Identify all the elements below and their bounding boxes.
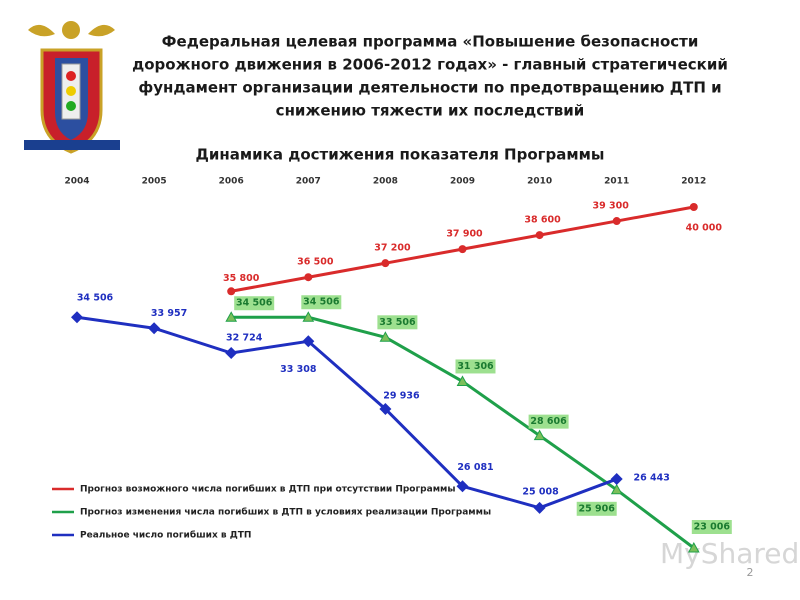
year-label: 2008 <box>373 177 398 187</box>
value-label: 33 506 <box>379 317 416 328</box>
title-line: Федеральная целевая программа «Повышение… <box>162 33 699 51</box>
marker <box>148 322 161 335</box>
label-bg <box>301 295 342 310</box>
value-label: 32 724 <box>226 332 263 343</box>
value-label: 34 506 <box>303 297 340 308</box>
marker <box>610 473 623 486</box>
watermark: MyShared <box>660 537 799 570</box>
value-label: 26 443 <box>634 473 670 484</box>
value-label: 38 600 <box>524 215 561 226</box>
year-label: 2004 <box>64 177 89 187</box>
value-label: 28 606 <box>530 416 567 427</box>
marker <box>456 480 469 493</box>
marker <box>610 483 623 495</box>
value-label: 25 906 <box>579 503 616 514</box>
marker <box>225 346 238 359</box>
marker <box>533 429 546 441</box>
value-label: 34 506 <box>236 298 273 309</box>
marker <box>687 541 700 553</box>
page-number: 2 <box>747 566 754 579</box>
value-label: 35 800 <box>223 273 260 284</box>
label-bg <box>377 315 418 330</box>
label-bg <box>234 296 275 311</box>
marker <box>304 273 313 282</box>
marker <box>71 311 83 324</box>
subtitle: Динамика достижения показателя Программы <box>196 146 605 164</box>
legend-label: Прогноз изменения числа погибших в ДТП в… <box>80 507 491 518</box>
marker <box>533 501 546 514</box>
year-label: 2005 <box>142 177 167 187</box>
legend-label: Реальное число погибших в ДТП <box>80 530 251 541</box>
label-bg <box>576 501 617 516</box>
marker <box>379 402 392 415</box>
value-label: 36 500 <box>297 257 334 268</box>
year-label: 2010 <box>527 177 552 187</box>
year-label: 2011 <box>604 177 629 187</box>
marker <box>225 311 238 322</box>
marker <box>612 217 621 226</box>
label-bg <box>691 520 732 534</box>
logo <box>24 21 120 154</box>
value-label: 31 306 <box>457 361 494 372</box>
marker <box>302 311 315 322</box>
value-label: 39 300 <box>593 201 630 212</box>
marker <box>227 287 236 296</box>
year-label: 2012 <box>681 177 706 187</box>
legend-label: Прогноз возможного числа погибших в ДТП … <box>80 484 456 495</box>
label-bg <box>528 414 569 429</box>
marker <box>689 203 698 211</box>
year-label: 2009 <box>450 177 475 187</box>
series-line <box>76 315 618 510</box>
value-label: 37 200 <box>374 243 411 254</box>
title-line: фундамент организации деятельности по пр… <box>138 79 721 97</box>
marker <box>535 231 544 240</box>
value-label: 29 936 <box>383 390 420 401</box>
value-label: 25 008 <box>522 486 559 497</box>
value-label: 26 081 <box>457 462 493 473</box>
marker <box>379 331 392 342</box>
value-label: 34 506 <box>77 293 114 304</box>
value-label: 37 900 <box>446 229 483 240</box>
marker <box>381 259 390 268</box>
year-label: 2006 <box>219 177 244 187</box>
label-bg <box>455 359 496 374</box>
title-line: дорожного движения в 2006-2012 годах» - … <box>132 56 728 74</box>
marker <box>458 245 467 254</box>
year-label: 2007 <box>296 177 321 187</box>
marker <box>456 375 469 386</box>
value-label: 23 006 <box>694 522 731 533</box>
value-label: 33 957 <box>151 308 187 319</box>
value-label: 40 000 <box>686 223 723 234</box>
marker <box>302 335 315 348</box>
value-label: 33 308 <box>280 364 317 375</box>
title-line: снижению тяжести их последствий <box>276 102 585 120</box>
